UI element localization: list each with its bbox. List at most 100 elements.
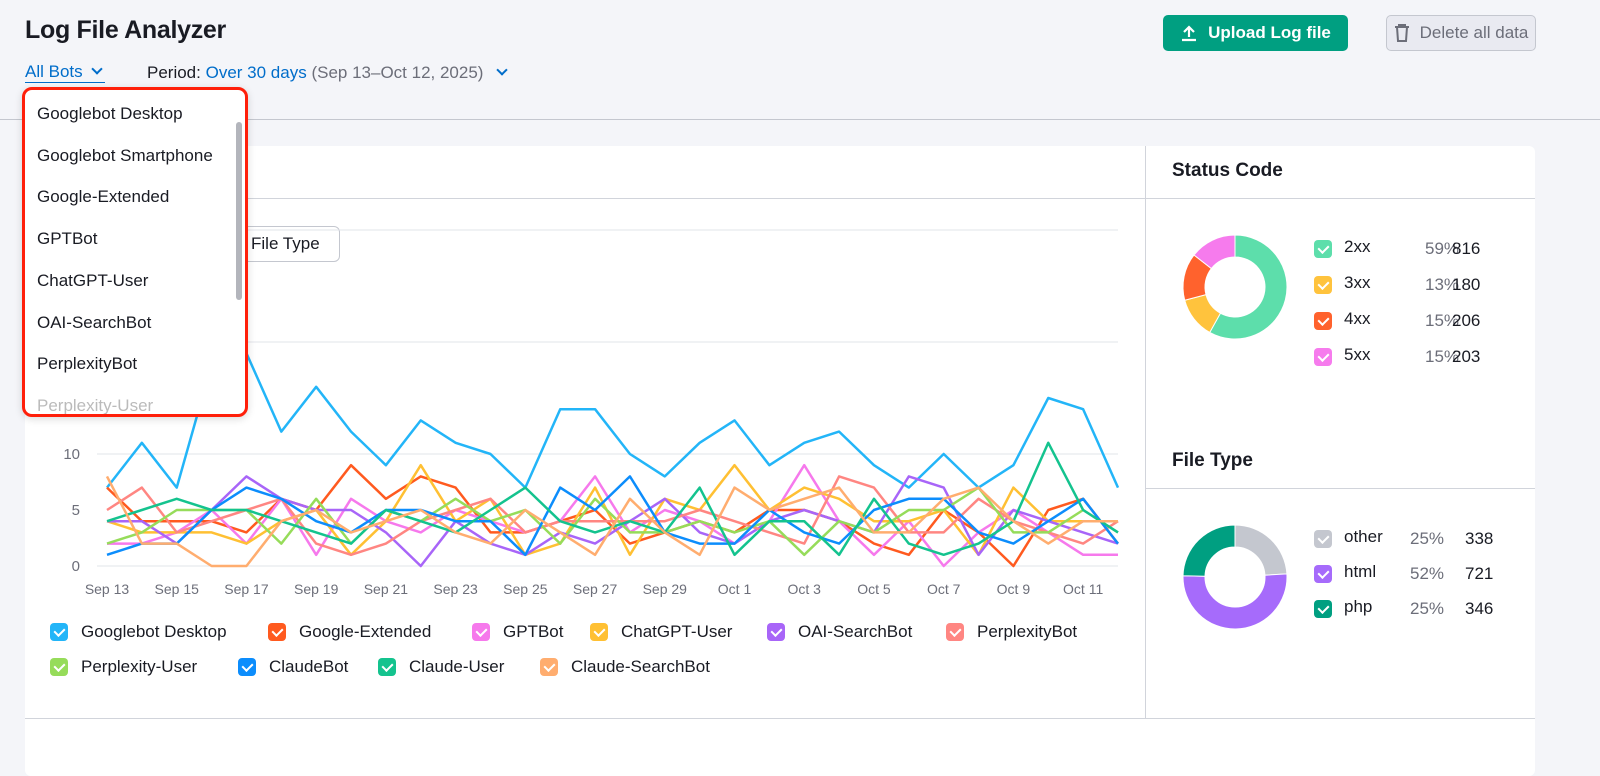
checkbox-icon[interactable]	[1314, 240, 1332, 258]
checkbox-icon[interactable]	[590, 623, 608, 641]
status_code-label: 3xx	[1344, 273, 1371, 292]
legend-item[interactable]: Google-Extended	[268, 622, 431, 642]
file_type-label: other	[1344, 527, 1383, 546]
legend-item[interactable]: GPTBot	[472, 622, 563, 642]
status-code-title: Status Code	[1172, 160, 1283, 181]
series-line-claude-searchbot[interactable]	[105, 475, 1118, 568]
legend-item[interactable]: Claude-SearchBot	[540, 657, 710, 677]
x-tick-label: Sep 27	[573, 581, 618, 597]
series-line-oai-searchbot[interactable]	[107, 475, 1119, 568]
legend-label: GPTBot	[503, 622, 564, 641]
checkbox-icon[interactable]	[767, 623, 785, 641]
series-line-perplexity-user[interactable]	[106, 486, 1119, 557]
x-tick-label: Sep 15	[155, 581, 200, 597]
dropdown-item[interactable]: GPTBot	[37, 229, 98, 249]
delete-all-data-button[interactable]: Delete all data	[1386, 15, 1536, 51]
file_type-percent: 25%	[1410, 599, 1445, 618]
checkbox-icon[interactable]	[1314, 565, 1332, 583]
dropdown-item[interactable]: Google-Extended	[37, 187, 170, 207]
status_code-percent: 15%	[1425, 347, 1460, 366]
series-line-gptbot[interactable]	[107, 463, 1118, 568]
legend-item[interactable]: Perplexity-User	[50, 657, 197, 677]
file-type-title: File Type	[1172, 450, 1253, 471]
donut-segment-2xx[interactable]	[1209, 234, 1288, 340]
legend-item[interactable]: PerplexityBot	[946, 622, 1077, 642]
dropdown-item[interactable]: Perplexity-User	[37, 395, 154, 415]
bots-filter-dropdown[interactable]: All Bots	[25, 62, 105, 83]
y-tick-label: 5	[72, 502, 80, 519]
x-tick-label: Oct 5	[857, 581, 891, 597]
checkbox-icon[interactable]	[1314, 600, 1332, 618]
trash-icon	[1394, 24, 1409, 42]
checkbox-icon[interactable]	[378, 658, 396, 676]
checkbox-icon[interactable]	[1314, 530, 1332, 548]
status-code-donut	[1182, 234, 1288, 340]
checkbox-icon[interactable]	[268, 623, 286, 641]
header-divider	[0, 119, 1600, 120]
donut-segment-html[interactable]	[1182, 573, 1288, 630]
legend-label: Googlebot Desktop	[81, 622, 227, 641]
x-tick-label: Sep 25	[503, 581, 548, 597]
checkbox-icon[interactable]	[1314, 312, 1332, 330]
status_code-label: 5xx	[1344, 345, 1371, 364]
x-tick-label: Oct 9	[997, 581, 1031, 597]
legend-item[interactable]: Claude-User	[378, 657, 504, 677]
legend-label: ClaudeBot	[269, 657, 349, 676]
card-header-divider	[25, 198, 1535, 199]
period-selector[interactable]: Period: Over 30 days (Sep 13–Oct 12, 202…	[147, 63, 510, 83]
dropdown-scrollbar[interactable]	[236, 122, 242, 300]
period-label: Period:	[147, 63, 201, 82]
status_code-percent: 13%	[1425, 275, 1460, 294]
y-tick-label: 0	[72, 558, 80, 575]
period-range: (Sep 13–Oct 12, 2025)	[311, 63, 484, 82]
file_type-count: 721	[1465, 564, 1494, 583]
x-tick-label: Sep 13	[85, 581, 130, 597]
delete-label: Delete all data	[1419, 23, 1529, 42]
donut-segment-other[interactable]	[1234, 524, 1288, 576]
file_type-count: 338	[1465, 529, 1494, 548]
dropdown-item[interactable]: Googlebot Desktop	[37, 104, 183, 123]
legend-label: Google-Extended	[299, 622, 432, 641]
series-line-perplexitybot[interactable]	[106, 475, 1119, 557]
dropdown-item[interactable]: ChatGPT-User	[37, 270, 149, 290]
series-line-claudebot[interactable]	[106, 475, 1119, 557]
series-line-googlebot desktop[interactable]	[106, 351, 1120, 489]
x-tick-label: Oct 3	[788, 581, 822, 597]
checkbox-icon[interactable]	[946, 623, 964, 641]
dropdown-item[interactable]: Googlebot Smartphone	[37, 145, 213, 165]
x-tick-label: Sep 21	[364, 581, 409, 597]
period-value: Over 30 days	[205, 63, 307, 82]
legend-label: Perplexity-User	[81, 657, 198, 676]
checkbox-icon[interactable]	[472, 623, 490, 641]
legend-label: ChatGPT-User	[621, 622, 733, 641]
status_code-label: 2xx	[1344, 237, 1371, 256]
file_type-percent: 25%	[1410, 529, 1445, 548]
checkbox-icon[interactable]	[50, 658, 68, 676]
file-type-donut	[1182, 524, 1288, 630]
legend-item[interactable]: Googlebot Desktop	[50, 622, 227, 642]
checkbox-icon[interactable]	[540, 658, 558, 676]
upload-log-file-button[interactable]: Upload Log file	[1163, 15, 1348, 51]
upload-icon	[1182, 25, 1197, 42]
donut-segment-php[interactable]	[1182, 524, 1236, 577]
panel-separator	[1145, 146, 1146, 718]
status_code-count: 206	[1452, 311, 1481, 330]
checkbox-icon[interactable]	[1314, 276, 1332, 294]
legend-item[interactable]: ClaudeBot	[238, 657, 348, 677]
bots-dropdown-menu: Googlebot Desktop Googlebot Smartphone Goo…	[22, 87, 248, 417]
legend-item[interactable]: OAI-SearchBot	[767, 622, 912, 642]
file_type-label: php	[1344, 597, 1373, 616]
checkbox-icon[interactable]	[1314, 348, 1332, 366]
status_code-count: 180	[1452, 275, 1481, 294]
dropdown-item[interactable]: PerplexityBot	[37, 354, 138, 374]
legend-label: Claude-User	[409, 657, 505, 676]
legend-label: Claude-SearchBot	[571, 657, 710, 676]
checkbox-icon[interactable]	[238, 658, 256, 676]
legend-item[interactable]: ChatGPT-User	[590, 622, 732, 642]
status_code-count: 816	[1452, 239, 1481, 258]
dropdown-item[interactable]: OAI-SearchBot	[37, 312, 152, 332]
checkbox-icon[interactable]	[50, 623, 68, 641]
donut-segment-5xx[interactable]	[1193, 234, 1236, 270]
page-title: Log File Analyzer	[25, 16, 226, 44]
card-footer-divider	[25, 718, 1535, 719]
